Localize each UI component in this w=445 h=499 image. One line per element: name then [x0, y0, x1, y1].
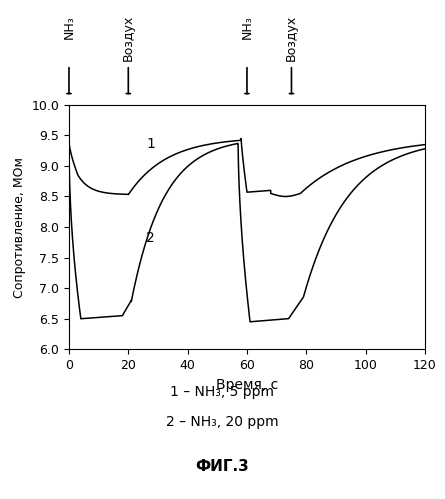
Text: 2: 2	[146, 232, 155, 246]
Text: NH₃: NH₃	[240, 15, 254, 39]
Y-axis label: Сопротивление, МОм: Сопротивление, МОм	[13, 157, 26, 297]
Text: NH₃: NH₃	[62, 15, 76, 39]
Text: 1 – NH₃, 5 ppm: 1 – NH₃, 5 ppm	[170, 385, 275, 399]
Text: ФИГ.3: ФИГ.3	[196, 459, 249, 474]
Text: 2 – NH₃, 20 ppm: 2 – NH₃, 20 ppm	[166, 415, 279, 429]
Text: Воздух: Воздух	[122, 15, 135, 61]
X-axis label: Время, с: Время, с	[216, 378, 278, 392]
Text: Воздух: Воздух	[285, 15, 298, 61]
Text: 1: 1	[146, 137, 155, 151]
